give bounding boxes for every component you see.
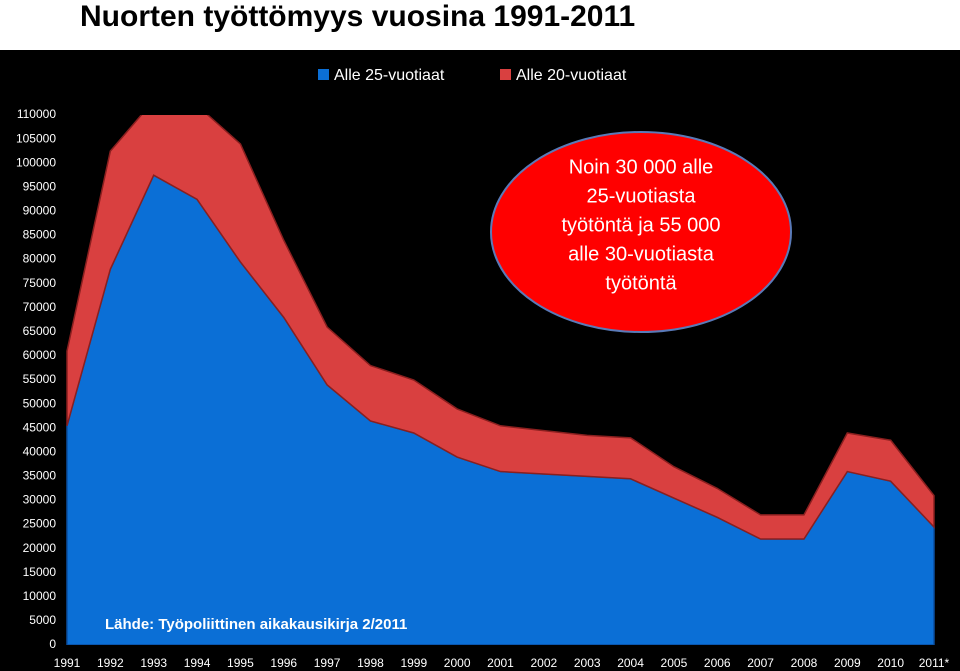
x-tick-label: 2008 <box>791 656 818 670</box>
y-tick-label: 60000 <box>23 348 57 362</box>
x-tick-label: 1997 <box>314 656 341 670</box>
y-tick-label: 110000 <box>17 107 56 121</box>
x-tick-label: 1995 <box>227 656 254 670</box>
y-tick-label: 40000 <box>23 444 57 458</box>
x-tick-label: 2003 <box>574 656 601 670</box>
y-tick-label: 30000 <box>23 493 57 507</box>
annotation-bubble <box>490 131 792 333</box>
y-tick-label: 55000 <box>23 372 57 386</box>
chart-title: Nuorten työttömyys vuosina 1991-2011 <box>80 0 635 33</box>
plot-area <box>66 115 935 645</box>
annotation-text: alle 30-vuotiasta <box>568 243 715 265</box>
x-tick-label: 1991 <box>54 656 81 670</box>
x-tick-label: 2006 <box>704 656 731 670</box>
x-tick-label: 1994 <box>184 656 211 670</box>
y-tick-label: 85000 <box>23 228 57 242</box>
y-tick-label: 15000 <box>23 565 57 579</box>
y-tick-label: 5000 <box>29 613 56 627</box>
annotation-text: 25-vuotiasta <box>587 185 697 207</box>
x-tick-label: 2001 <box>487 656 514 670</box>
x-tick-label: 2010 <box>877 656 904 670</box>
legend-label: Alle 20-vuotiaat <box>516 67 627 84</box>
legend-swatch <box>318 69 329 80</box>
annotation-text: työtöntä ja 55 000 <box>561 214 720 236</box>
x-tick-label: 1996 <box>270 656 297 670</box>
x-tick-label: 2007 <box>747 656 774 670</box>
y-tick-label: 95000 <box>23 179 57 193</box>
area <box>66 115 935 540</box>
y-tick-label: 90000 <box>23 204 57 218</box>
legend-label: Alle 25-vuotiaat <box>334 67 445 84</box>
y-tick-label: 25000 <box>23 517 57 531</box>
y-tick-label: 65000 <box>23 324 57 338</box>
y-tick-label: 0 <box>49 637 56 651</box>
y-tick-label: 80000 <box>23 252 57 266</box>
source-note: Lähde: Työpoliittinen aikakausikirja 2/2… <box>105 616 407 633</box>
legend-swatch <box>500 69 511 80</box>
x-tick-label: 1992 <box>97 656 124 670</box>
annotation-text: Noin 30 000 alle <box>569 156 714 178</box>
y-tick-label: 50000 <box>23 396 57 410</box>
x-tick-label: 2005 <box>661 656 688 670</box>
x-tick-label: 2009 <box>834 656 861 670</box>
y-tick-label: 105000 <box>16 131 56 145</box>
x-tick-label: 1993 <box>140 656 167 670</box>
y-tick-label: 10000 <box>23 589 57 603</box>
x-tick-label: 2011* <box>919 656 950 670</box>
y-tick-label: 100000 <box>16 155 56 169</box>
annotation-text: työtöntä <box>605 272 677 294</box>
x-tick-label: 2002 <box>530 656 557 670</box>
x-tick-label: 1998 <box>357 656 384 670</box>
y-tick-label: 35000 <box>23 469 57 483</box>
y-tick-label: 45000 <box>23 420 57 434</box>
y-tick-label: 75000 <box>23 276 57 290</box>
x-tick-label: 2000 <box>444 656 471 670</box>
y-tick-label: 20000 <box>23 541 57 555</box>
y-tick-label: 70000 <box>23 300 57 314</box>
x-tick-label: 1999 <box>400 656 427 670</box>
x-tick-label: 2004 <box>617 656 644 670</box>
